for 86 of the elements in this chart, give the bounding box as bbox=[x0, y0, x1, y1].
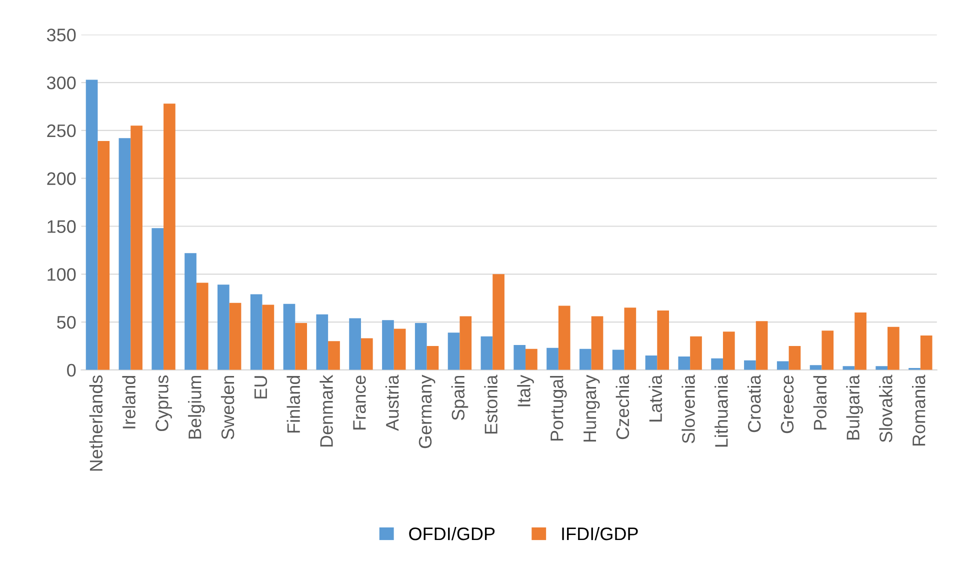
bar bbox=[888, 326, 900, 370]
bar bbox=[788, 346, 801, 370]
x-tick-label: Slovenia bbox=[682, 374, 695, 444]
bar bbox=[229, 302, 242, 370]
bar bbox=[460, 316, 472, 370]
bar bbox=[756, 321, 768, 370]
bar bbox=[591, 316, 604, 370]
bar bbox=[744, 360, 756, 370]
x-tick-label: Italy bbox=[517, 374, 534, 406]
x-tick-label: Ireland bbox=[122, 376, 136, 428]
y-tick-label: 0 bbox=[67, 364, 76, 377]
x-tick-label: Spain bbox=[451, 376, 468, 420]
x-tick-label: France bbox=[353, 376, 366, 430]
bar bbox=[98, 141, 110, 370]
x-tick-label: Belgium bbox=[188, 376, 205, 439]
bar bbox=[492, 274, 504, 370]
y-tick-label: 50 bbox=[57, 316, 76, 329]
bar bbox=[164, 104, 176, 370]
bar bbox=[394, 328, 406, 370]
bar bbox=[678, 356, 690, 370]
x-tick-label: Bulgaria bbox=[846, 374, 864, 440]
bar bbox=[250, 294, 262, 370]
x-tick-label: Czechia bbox=[616, 374, 630, 440]
bar bbox=[184, 253, 196, 370]
y-tick-label: 100 bbox=[48, 268, 76, 281]
x-tick-label: Lithuania bbox=[714, 374, 728, 447]
legend-label: OFDI/GDP bbox=[409, 526, 495, 540]
y-tick-label: 250 bbox=[47, 124, 76, 138]
x-tick-label: Netherlands bbox=[89, 375, 103, 471]
bar bbox=[283, 304, 296, 370]
legend-label: IFDI/GDP bbox=[562, 526, 638, 540]
x-tick-label: Finland bbox=[286, 376, 300, 433]
y-tick-label: 150 bbox=[48, 220, 76, 233]
x-tick-label: Croatia bbox=[747, 374, 761, 432]
bar bbox=[152, 228, 164, 370]
bar bbox=[776, 361, 789, 370]
bar bbox=[526, 348, 538, 370]
bar bbox=[262, 304, 274, 370]
bar bbox=[579, 348, 592, 370]
x-tick-label: Greece bbox=[780, 376, 794, 434]
x-tick-label: Germany bbox=[418, 374, 436, 448]
x-tick-label: Poland bbox=[813, 376, 827, 430]
bar bbox=[360, 338, 373, 370]
bar bbox=[514, 345, 526, 370]
x-tick-label: Denmark bbox=[320, 374, 333, 447]
bar bbox=[448, 332, 460, 370]
bar bbox=[546, 348, 558, 370]
bar bbox=[690, 336, 702, 370]
y-tick-label: 300 bbox=[46, 76, 76, 90]
bar bbox=[218, 284, 230, 370]
bar bbox=[854, 312, 866, 370]
bar bbox=[86, 80, 98, 370]
bar bbox=[657, 310, 670, 370]
bar bbox=[711, 358, 723, 370]
bar bbox=[876, 366, 888, 370]
y-tick-label: 350 bbox=[46, 28, 76, 42]
x-tick-label: Cyprus bbox=[156, 375, 172, 432]
bar bbox=[558, 306, 570, 370]
bar bbox=[480, 336, 493, 370]
bar bbox=[118, 138, 131, 370]
x-tick-label: Latvia bbox=[648, 374, 662, 422]
bar bbox=[130, 126, 142, 370]
bar bbox=[295, 322, 308, 370]
bar bbox=[349, 318, 361, 370]
bar bbox=[414, 322, 427, 370]
x-tick-label: Romania bbox=[912, 374, 926, 446]
bar bbox=[920, 335, 932, 370]
bar bbox=[426, 346, 439, 370]
x-tick-label: Portugal bbox=[550, 376, 567, 441]
x-tick-label: Estonia bbox=[484, 374, 498, 434]
bar bbox=[612, 350, 624, 370]
bar bbox=[810, 365, 822, 370]
bar bbox=[196, 282, 208, 370]
x-tick-label: EU bbox=[254, 376, 268, 398]
bar bbox=[328, 341, 340, 370]
x-tick-label: Austria bbox=[385, 374, 399, 431]
bar bbox=[316, 314, 328, 370]
y-tick-label: 200 bbox=[47, 172, 76, 186]
x-tick-label: Sweden bbox=[220, 376, 234, 440]
bar bbox=[822, 330, 834, 370]
bar bbox=[722, 332, 735, 370]
x-tick-label: Hungary bbox=[584, 374, 600, 442]
x-tick-label: Slovakia bbox=[879, 374, 892, 442]
bar bbox=[624, 308, 636, 370]
bar bbox=[382, 320, 394, 370]
bar bbox=[645, 356, 658, 370]
